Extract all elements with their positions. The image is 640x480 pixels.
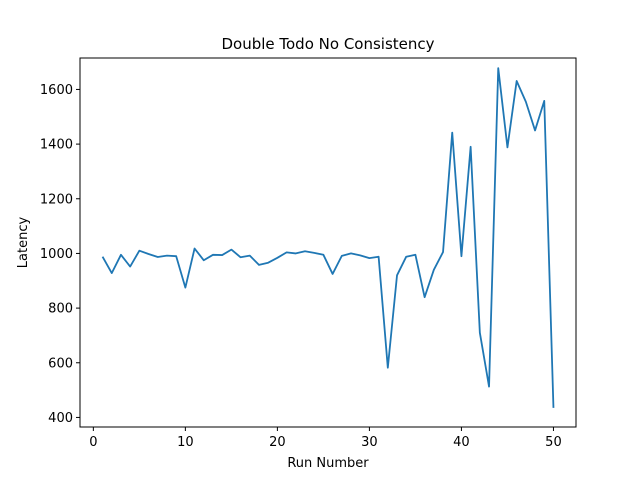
y-tick-label: 400 — [48, 411, 73, 426]
x-tick-label: 40 — [453, 435, 470, 450]
y-tick-label: 1600 — [40, 83, 73, 98]
y-tick-label: 1000 — [40, 247, 73, 262]
series-layer — [101, 67, 555, 408]
x-axis: 0 10 20 30 40 50 — [89, 427, 562, 450]
y-tick-label: 800 — [48, 302, 73, 317]
x-tick-label: 20 — [269, 435, 286, 450]
x-tick-label: 50 — [545, 435, 562, 450]
plot-frame — [79, 57, 577, 428]
chart-title: Double Todo No Consistency — [221, 35, 434, 53]
y-tick-label: 1200 — [40, 192, 73, 207]
y-tick-label: 1400 — [40, 138, 73, 153]
plot-area — [80, 58, 576, 427]
x-axis-label: Run Number — [287, 456, 369, 471]
y-axis-label: Latency — [16, 217, 31, 269]
x-tick-label: 0 — [89, 435, 97, 450]
series-line — [101, 67, 555, 408]
y-tick-label: 600 — [48, 356, 73, 371]
y-axis: 400 600 800 1000 1200 1400 1600 — [40, 83, 80, 426]
x-tick-label: 10 — [177, 435, 194, 450]
x-tick-label: 30 — [361, 435, 378, 450]
